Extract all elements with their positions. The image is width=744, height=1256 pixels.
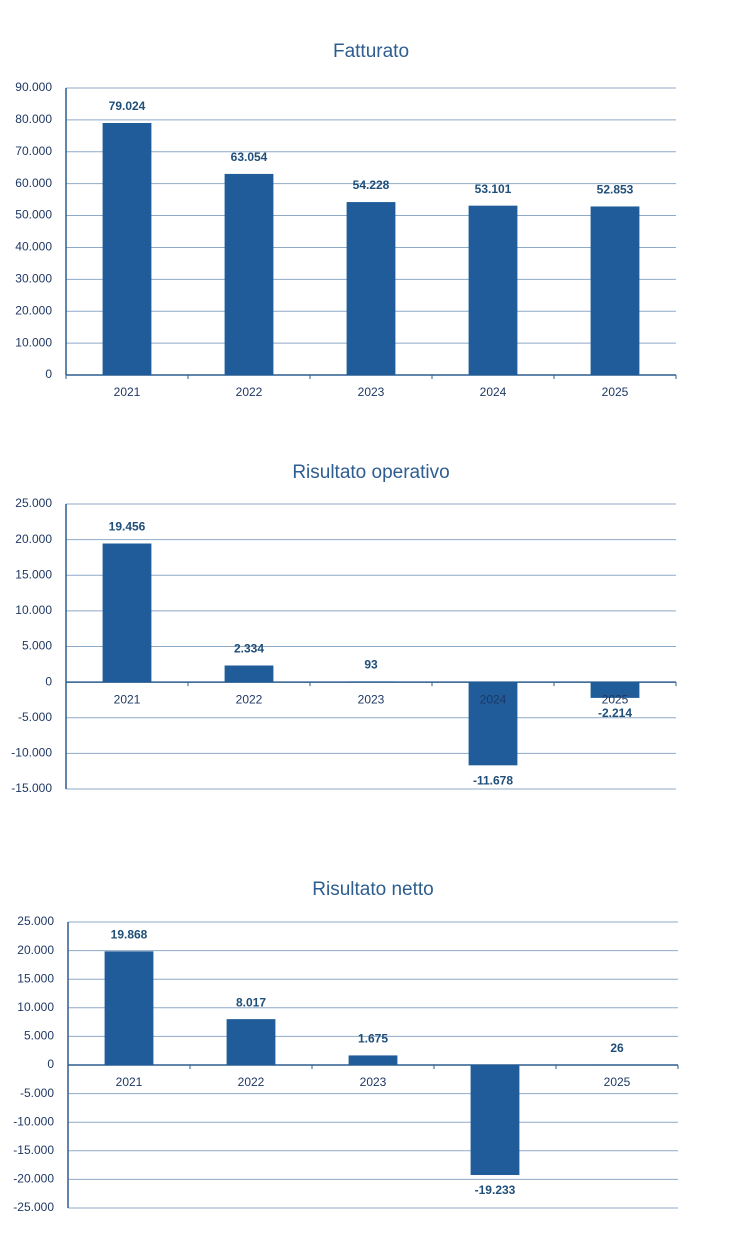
value-label: 8.017 — [236, 995, 266, 1009]
y-tick-label: -10.000 — [11, 746, 52, 760]
bar — [346, 202, 396, 375]
y-tick-label: -15.000 — [11, 781, 52, 795]
chart-title: Risultato netto — [312, 879, 433, 900]
bar — [468, 205, 518, 375]
value-label: 19.868 — [111, 928, 148, 942]
x-tick-label: 2025 — [602, 692, 629, 706]
y-tick-label: -20.000 — [13, 1172, 54, 1186]
bar — [104, 951, 154, 1065]
y-tick-label: 25.000 — [17, 914, 54, 928]
chart-title: Risultato operativo — [292, 462, 449, 483]
value-label: -2.214 — [598, 706, 632, 720]
x-tick-label: 2025 — [602, 385, 629, 399]
value-label: -19.233 — [475, 1183, 516, 1197]
value-label: 54.228 — [353, 178, 390, 192]
x-tick-label: 2022 — [238, 1075, 265, 1089]
bar — [224, 173, 274, 375]
x-tick-label: 2021 — [114, 692, 141, 706]
y-tick-label: 60.000 — [15, 176, 52, 190]
bar — [468, 682, 518, 766]
value-label: 19.456 — [109, 520, 146, 534]
chart-title: Fatturato — [333, 41, 409, 62]
x-tick-label: 2024 — [480, 385, 507, 399]
bar — [102, 543, 152, 683]
y-tick-label: 70.000 — [15, 144, 52, 158]
bar — [226, 1019, 276, 1065]
y-tick-label: 10.000 — [15, 603, 52, 617]
y-tick-label: 10.000 — [15, 335, 52, 349]
bar — [102, 123, 152, 375]
y-tick-label: -5.000 — [18, 710, 52, 724]
y-tick-label: 90.000 — [15, 80, 52, 94]
value-label: 63.054 — [231, 150, 268, 164]
y-tick-label: 10.000 — [17, 1000, 54, 1014]
y-tick-label: -25.000 — [13, 1200, 54, 1214]
bar — [590, 206, 640, 375]
bar — [346, 681, 396, 683]
x-tick-label: 2023 — [358, 692, 385, 706]
y-tick-label: 50.000 — [15, 208, 52, 222]
bar — [224, 665, 274, 683]
value-label: 93 — [364, 658, 378, 672]
x-tick-label: 2022 — [236, 692, 263, 706]
x-tick-label: 2023 — [358, 385, 385, 399]
y-tick-label: 20.000 — [17, 943, 54, 957]
y-tick-label: 15.000 — [17, 971, 54, 985]
y-tick-label: 30.000 — [15, 272, 52, 286]
y-tick-label: 20.000 — [15, 303, 52, 317]
y-tick-label: 0 — [45, 674, 52, 688]
y-tick-label: -15.000 — [13, 1143, 54, 1157]
y-tick-label: 20.000 — [15, 532, 52, 546]
value-label: 53.101 — [475, 182, 512, 196]
y-tick-label: -10.000 — [13, 1114, 54, 1128]
y-tick-label: 0 — [45, 367, 52, 381]
bar — [348, 1055, 398, 1065]
y-tick-label: 0 — [47, 1057, 54, 1071]
y-tick-label: 40.000 — [15, 240, 52, 254]
x-tick-label: 2021 — [114, 385, 141, 399]
y-tick-label: 25.000 — [15, 496, 52, 510]
value-label: -11.678 — [473, 774, 513, 788]
x-tick-label: 2023 — [360, 1075, 387, 1089]
x-tick-label: 2025 — [604, 1075, 631, 1089]
y-tick-label: 80.000 — [15, 112, 52, 126]
y-tick-label: 5.000 — [24, 1029, 54, 1043]
y-tick-label: 5.000 — [22, 639, 52, 653]
x-tick-label: 2022 — [236, 385, 263, 399]
y-tick-label: 15.000 — [15, 567, 52, 581]
bar — [590, 682, 640, 698]
value-label: 1.675 — [358, 1032, 388, 1046]
value-label: 2.334 — [234, 642, 264, 656]
x-tick-label: 2024 — [480, 692, 507, 706]
value-label: 52.853 — [597, 183, 634, 197]
bar — [470, 1065, 520, 1176]
value-label: 26 — [610, 1041, 624, 1055]
value-label: 79.024 — [109, 99, 146, 113]
y-tick-label: -5.000 — [20, 1086, 54, 1100]
x-tick-label: 2021 — [116, 1075, 143, 1089]
